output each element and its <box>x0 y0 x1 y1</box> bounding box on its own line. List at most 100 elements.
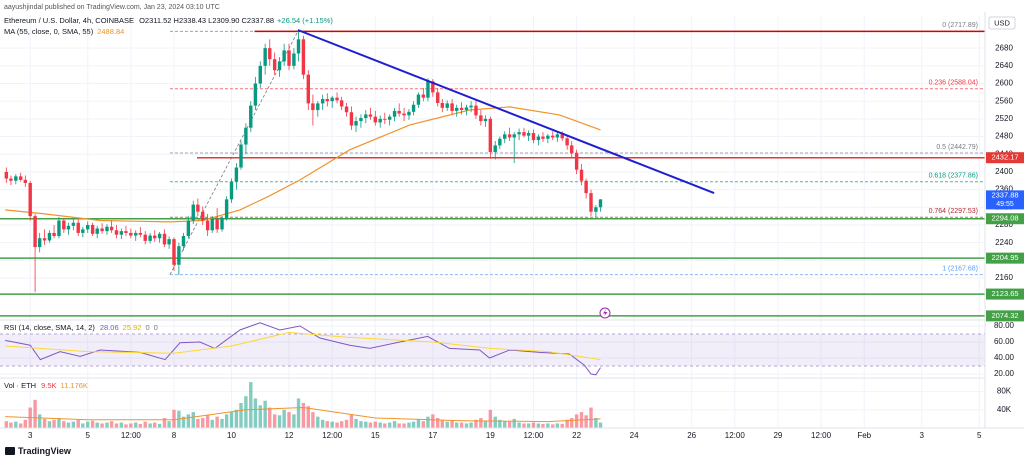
fib-label: 0.5 (2442.79) <box>936 144 978 151</box>
candle-body <box>186 220 191 237</box>
volume-bar <box>498 419 502 428</box>
candle-body <box>114 230 119 235</box>
level-tag <box>986 288 1024 300</box>
x-tick-label: Feb <box>857 431 871 440</box>
volume-bar <box>354 418 358 428</box>
volume-bar <box>570 418 574 428</box>
x-tick-label: 12:00 <box>523 431 544 440</box>
volume-bar <box>210 419 214 428</box>
volume-bar <box>474 419 478 428</box>
volume-bar <box>14 421 18 428</box>
rsi-line <box>5 331 601 361</box>
candle-body <box>474 105 478 116</box>
volume-bar <box>411 421 416 428</box>
volume-bar <box>42 418 47 428</box>
volume-bar <box>119 422 124 428</box>
volume-bar <box>90 420 95 428</box>
volume-bar <box>383 423 387 428</box>
x-tick-label: 5 <box>977 431 982 440</box>
candle-body <box>138 232 143 235</box>
candle-body <box>4 171 9 179</box>
level-tag-label: 2123.65 <box>991 289 1018 298</box>
volume-bar <box>100 423 104 428</box>
volume-bar <box>392 421 397 428</box>
volume-bar <box>560 423 564 428</box>
currency-box[interactable] <box>988 16 1016 30</box>
candle-body <box>320 98 325 104</box>
volume-bar <box>436 418 440 428</box>
candle-body <box>301 39 306 75</box>
volume-bar <box>330 421 334 428</box>
indicator-title: Vol · ETH <box>4 381 36 390</box>
volume-bar <box>172 409 176 428</box>
candle-body <box>196 204 200 212</box>
candle-body <box>368 114 373 117</box>
volume-bar <box>598 422 603 428</box>
candle-body <box>191 204 195 221</box>
candle-body <box>81 229 85 233</box>
candle-body <box>306 74 310 104</box>
volume-bar <box>296 398 301 428</box>
candle-body <box>594 207 598 212</box>
candle-body <box>311 103 315 111</box>
volume-bar <box>445 421 449 428</box>
candle-body <box>249 105 253 128</box>
candle-body <box>378 118 382 123</box>
x-tick-label: 5 <box>85 431 90 440</box>
candle-body <box>105 226 109 232</box>
candle-body <box>373 116 378 123</box>
indicator-readout: 11.176K <box>61 381 88 390</box>
candle-body <box>296 39 301 54</box>
volume-bar <box>114 423 119 428</box>
volume-bar <box>81 423 85 428</box>
y-tick-label: 80.00 <box>994 321 1015 330</box>
currency[interactable]: USD <box>994 18 1010 27</box>
volume-bar <box>349 414 354 428</box>
volume-bar <box>201 418 205 428</box>
indicator-readout: 28.06 <box>100 323 119 332</box>
volume-bar <box>66 422 71 428</box>
volume-bar <box>387 422 392 428</box>
change-readout: +26.54 (+1.15%) <box>277 16 333 25</box>
x-tick-label: 3 <box>28 431 33 440</box>
candle-body <box>450 103 454 111</box>
candle-body <box>28 182 32 217</box>
x-tick-label: 24 <box>630 431 639 440</box>
fib-trend-line <box>169 31 299 275</box>
volume-bar <box>488 409 493 428</box>
volume-bar <box>4 421 9 428</box>
y-tick-label: 2280 <box>995 220 1013 229</box>
symbol-title: Ethereum / U.S. Dollar, 4h, COINBASE <box>4 16 134 25</box>
y-tick-label: 60.00 <box>994 337 1015 346</box>
candle-body <box>33 216 37 248</box>
volume-bar <box>71 421 76 428</box>
candle-body <box>272 59 277 71</box>
volume-bar <box>19 423 23 428</box>
candle-body <box>224 199 229 219</box>
trend-line <box>297 29 715 195</box>
volume-bar <box>454 422 459 428</box>
volume-bar <box>526 423 531 428</box>
x-tick-label: 12:00 <box>725 431 746 440</box>
candle-body <box>66 225 71 230</box>
volume-bar <box>589 407 593 428</box>
volume-bar <box>162 418 167 428</box>
candle-body <box>354 121 358 126</box>
volume-bar <box>253 398 258 428</box>
volume-bar <box>138 423 143 428</box>
candle-body <box>134 232 138 236</box>
volume-bar <box>287 412 291 428</box>
plot <box>0 29 985 428</box>
level-tag <box>986 310 1024 322</box>
x-tick-label: 3 <box>920 431 925 440</box>
volume-bar <box>282 409 286 428</box>
ma-label: MA (55, close, 0, SMA, 55) <box>4 27 94 36</box>
candle-body <box>565 138 569 146</box>
candle-body <box>531 133 536 141</box>
candle-body <box>541 136 545 139</box>
volume-bar <box>359 421 363 428</box>
volume-bar <box>565 419 569 428</box>
ohlc-readout: O2311.52 H2338.43 L2309.90 C2337.88 <box>139 16 274 25</box>
y-tick-label: 2240 <box>995 238 1013 247</box>
volume-bar <box>574 414 579 428</box>
